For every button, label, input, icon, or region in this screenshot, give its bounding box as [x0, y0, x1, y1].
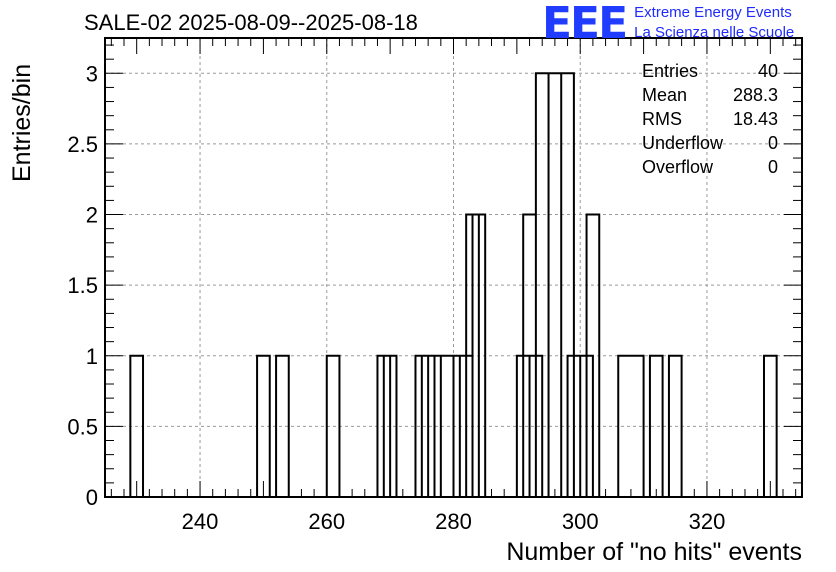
stat-label: Entries	[642, 61, 699, 81]
eee-logo-mark: EEE	[542, 0, 628, 49]
x-tick-label: 260	[308, 509, 345, 534]
stat-row-rms: RMS 18.43	[642, 107, 778, 131]
stat-row-mean: Mean 288.3	[642, 83, 778, 107]
stat-label: Mean	[642, 85, 688, 105]
stat-value: 0	[767, 133, 778, 153]
y-tick-label: 2	[86, 203, 98, 228]
logo-line-2: La Scienza nelle Scuole	[634, 24, 795, 41]
y-axis-label: Entries/bin	[8, 63, 36, 182]
stat-label: Underflow	[642, 133, 724, 153]
stat-value: 40	[757, 61, 778, 81]
x-tick-label: 300	[562, 509, 599, 534]
y-tick-label: 1	[86, 344, 98, 369]
stat-row-underflow: Underflow 0	[642, 131, 778, 155]
stat-value: 288.3	[732, 85, 778, 105]
stat-value: 0	[767, 157, 778, 177]
eee-logo: EEE Extreme Energy Events La Scienza nel…	[542, 2, 794, 46]
y-tick-label: 3	[86, 61, 98, 86]
x-tick-label: 280	[435, 509, 472, 534]
logo-line-1: Extreme Energy Events	[634, 4, 792, 21]
x-tick-label: 240	[182, 509, 219, 534]
stat-value: 18.43	[732, 109, 778, 129]
stat-label: RMS	[642, 109, 682, 129]
y-tick-label: 0	[86, 485, 98, 510]
stat-row-entries: Entries 40	[642, 59, 778, 83]
stat-label: Overflow	[642, 157, 714, 177]
stats-box: Entries 40 Mean 288.3 RMS 18.43 Underflo…	[642, 59, 778, 179]
chart-title: SALE-02 2025-08-09--2025-08-18	[84, 10, 418, 35]
x-tick-label: 320	[689, 509, 726, 534]
y-tick-label: 2.5	[67, 132, 98, 157]
y-tick-label: 0.5	[67, 414, 98, 439]
stat-row-overflow: Overflow 0	[642, 155, 778, 179]
x-axis-label: Number of "no hits" events	[506, 538, 802, 566]
eee-logo-text: Extreme Energy Events La Scienza nelle S…	[634, 3, 794, 43]
y-tick-label: 1.5	[67, 273, 98, 298]
